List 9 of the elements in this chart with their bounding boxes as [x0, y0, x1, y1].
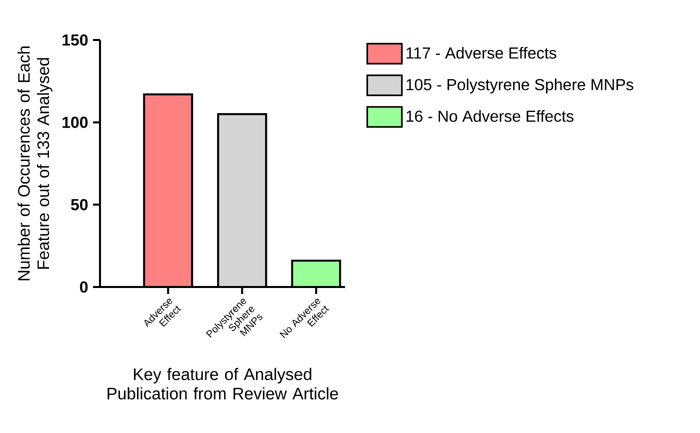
- y-tick-label: 100: [62, 116, 88, 128]
- x-axis-title: Key feature of Analysed Publication from Review Article: [108, 368, 338, 400]
- y-tick-label: 0: [80, 281, 88, 293]
- y-tick-label: 150: [62, 34, 88, 46]
- legend-label: 117 - Adverse Effects: [406, 46, 556, 59]
- legend-label: 16 - No Adverse Effects: [406, 110, 574, 122]
- y-tick-label: 50: [70, 199, 88, 210]
- y-axis-title: Number of Occurences of Each Feature out of 133 Analysed: [18, 46, 52, 280]
- legend-label: 105 - Polystyrene Sphere MNPs: [406, 78, 634, 94]
